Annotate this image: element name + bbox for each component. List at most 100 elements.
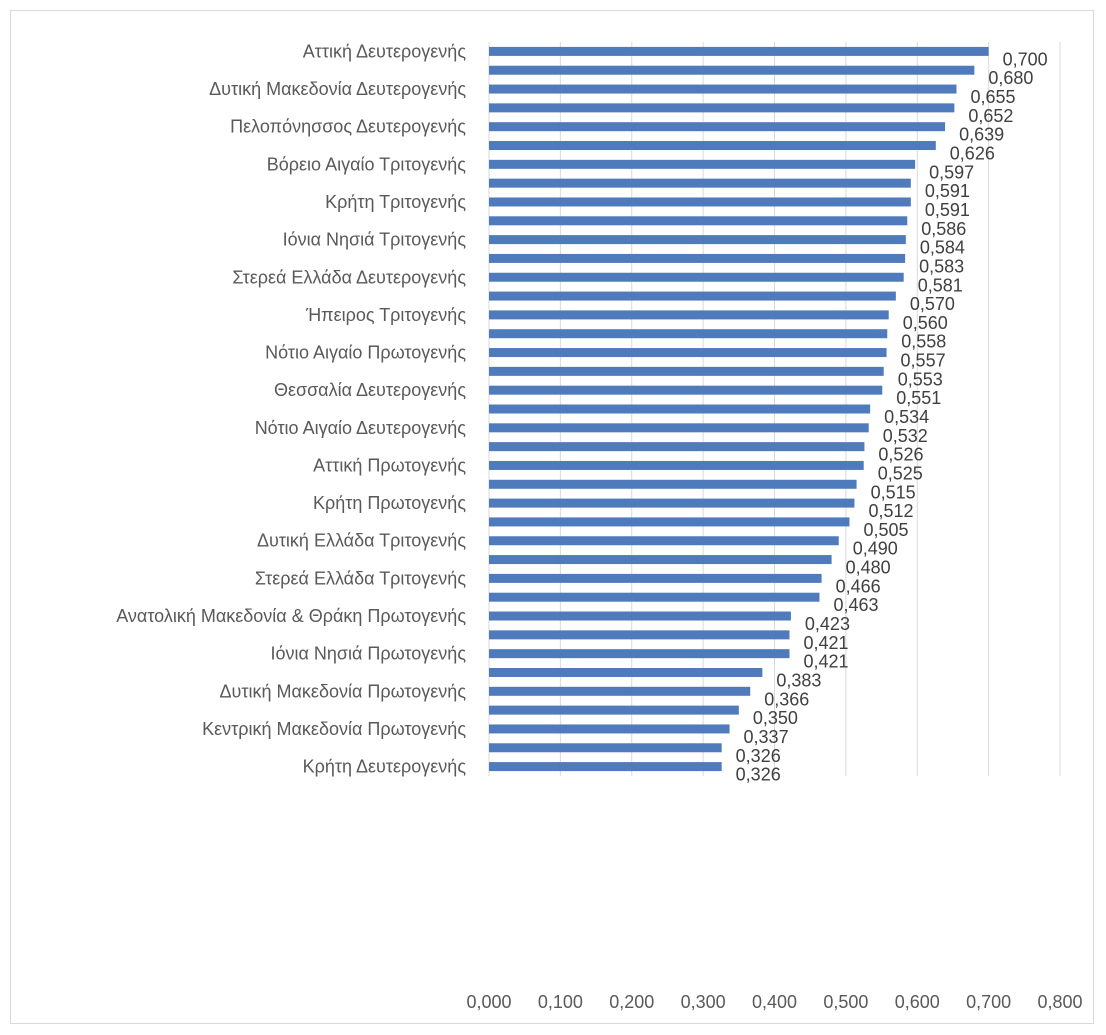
- bar: [489, 611, 791, 621]
- bar: [489, 705, 739, 715]
- data-label: 0,560: [903, 313, 948, 333]
- data-label: 0,652: [968, 106, 1013, 126]
- bar: [489, 686, 751, 696]
- category-label: Κεντρική Μακεδονία Πρωτογενής: [202, 719, 466, 739]
- data-label: 0,326: [736, 765, 781, 785]
- bar: [489, 385, 883, 395]
- category-label: Νότιο Αιγαίο Δευτερογενής: [255, 418, 467, 438]
- bar: [489, 423, 869, 433]
- bar: [489, 630, 790, 640]
- bar: [489, 159, 916, 169]
- category-label: Δυτική Ελλάδα Τριτογενής: [257, 531, 466, 551]
- bar: [489, 197, 911, 207]
- bar: [489, 404, 871, 414]
- bar: [489, 253, 906, 263]
- bar: [489, 178, 911, 188]
- bar: [489, 291, 896, 301]
- data-label: 0,700: [1003, 49, 1048, 69]
- bar: [489, 479, 857, 489]
- data-label: 0,505: [863, 520, 908, 540]
- data-label: 0,490: [853, 539, 898, 559]
- category-label: Ήπειρος Τριτογενής: [305, 305, 466, 325]
- category-label: Ιόνια Νησιά Πρωτογενής: [270, 644, 466, 664]
- bar: [489, 762, 722, 772]
- bar: [489, 555, 832, 565]
- data-label: 0,337: [744, 727, 789, 747]
- bar: [489, 84, 957, 94]
- category-label: Ιόνια Νησιά Τριτογενής: [283, 230, 467, 250]
- bar: [489, 235, 906, 245]
- x-tick-label: 0,400: [752, 992, 797, 1012]
- data-label: 0,597: [929, 162, 974, 182]
- bar: [489, 498, 855, 508]
- bar: [489, 573, 822, 583]
- data-label: 0,591: [925, 200, 970, 220]
- bar: [489, 460, 864, 470]
- x-tick-label: 0,200: [609, 992, 654, 1012]
- data-label: 0,526: [878, 445, 923, 465]
- data-label: 0,591: [925, 181, 970, 201]
- bar: [489, 103, 955, 113]
- category-label: Κρήτη Πρωτογενής: [313, 493, 466, 513]
- bar: [489, 724, 730, 734]
- category-labels: Αττική Δευτερογενής Δυτική Μακεδονία Δευτ…: [116, 41, 466, 776]
- category-label: Κρήτη Τριτογενής: [325, 192, 466, 212]
- data-label: 0,534: [884, 407, 929, 427]
- category-label: Στερεά Ελλάδα Δευτερογενής: [232, 267, 466, 287]
- bar: [489, 649, 790, 659]
- x-tick-labels: 0,000 0,100 0,200 0,300 0,400 0,500 0,600 0,700…: [466, 992, 1082, 1012]
- bars: [489, 46, 989, 772]
- data-label: 0,463: [833, 595, 878, 615]
- category-label: Στερεά Ελλάδα Τριτογενής: [255, 568, 466, 588]
- data-label: 0,680: [988, 68, 1033, 88]
- x-tick-label: 0,800: [1037, 992, 1082, 1012]
- bar: [489, 310, 889, 320]
- bar: [489, 348, 887, 358]
- data-label: 0,586: [921, 219, 966, 239]
- bar: [489, 592, 820, 602]
- x-tick-label: 0,500: [823, 992, 868, 1012]
- category-label: Θεσσαλία Δευτερογενής: [274, 380, 466, 400]
- category-label: Κρήτη Δευτερογενής: [303, 757, 467, 777]
- data-label: 0,557: [901, 351, 946, 371]
- bar: [489, 366, 884, 376]
- category-label: Δυτική Μακεδονία Δευτερογενής: [209, 79, 466, 99]
- data-label: 0,512: [868, 501, 913, 521]
- data-label: 0,581: [918, 275, 963, 295]
- bar: [489, 743, 722, 753]
- data-label: 0,366: [764, 689, 809, 709]
- data-label: 0,421: [803, 652, 848, 672]
- bar: [489, 122, 946, 132]
- bar: [489, 141, 936, 151]
- data-label: 0,570: [910, 294, 955, 314]
- category-label: Ανατολική Μακεδονία & Θράκη Πρωτογενής: [116, 606, 466, 626]
- data-label: 0,532: [883, 426, 928, 446]
- x-tick-label: 0,600: [895, 992, 940, 1012]
- x-tick-label: 0,700: [966, 992, 1011, 1012]
- category-label: Νότιο Αιγαίο Πρωτογενής: [265, 343, 466, 363]
- category-label: Δυτική Μακεδονία Πρωτογενής: [220, 681, 467, 701]
- data-label: 0,421: [803, 633, 848, 653]
- data-label: 0,584: [920, 238, 965, 258]
- data-labels: 0,7000,6800,6550,6520,6390,6260,5970,591…: [736, 49, 1048, 784]
- data-label: 0,423: [805, 614, 850, 634]
- x-tick-label: 0,000: [466, 992, 511, 1012]
- data-label: 0,326: [736, 746, 781, 766]
- bar: [489, 667, 763, 677]
- bar: [489, 65, 975, 75]
- data-label: 0,525: [878, 463, 923, 483]
- bar: [489, 272, 904, 282]
- data-label: 0,553: [898, 369, 943, 389]
- category-label: Πελοπόνησσος Δευτερογενής: [230, 117, 466, 137]
- data-label: 0,558: [901, 332, 946, 352]
- data-label: 0,655: [971, 87, 1016, 107]
- category-label: Βόρειο Αιγαίο Τριτογενής: [267, 154, 467, 174]
- data-label: 0,639: [959, 125, 1004, 145]
- category-label: Αττική Πρωτογενής: [313, 455, 466, 475]
- data-label: 0,626: [950, 144, 995, 164]
- data-label: 0,466: [836, 576, 881, 596]
- bar: [489, 329, 888, 339]
- data-label: 0,350: [753, 708, 798, 728]
- data-label: 0,583: [919, 256, 964, 276]
- x-tick-label: 0,100: [538, 992, 583, 1012]
